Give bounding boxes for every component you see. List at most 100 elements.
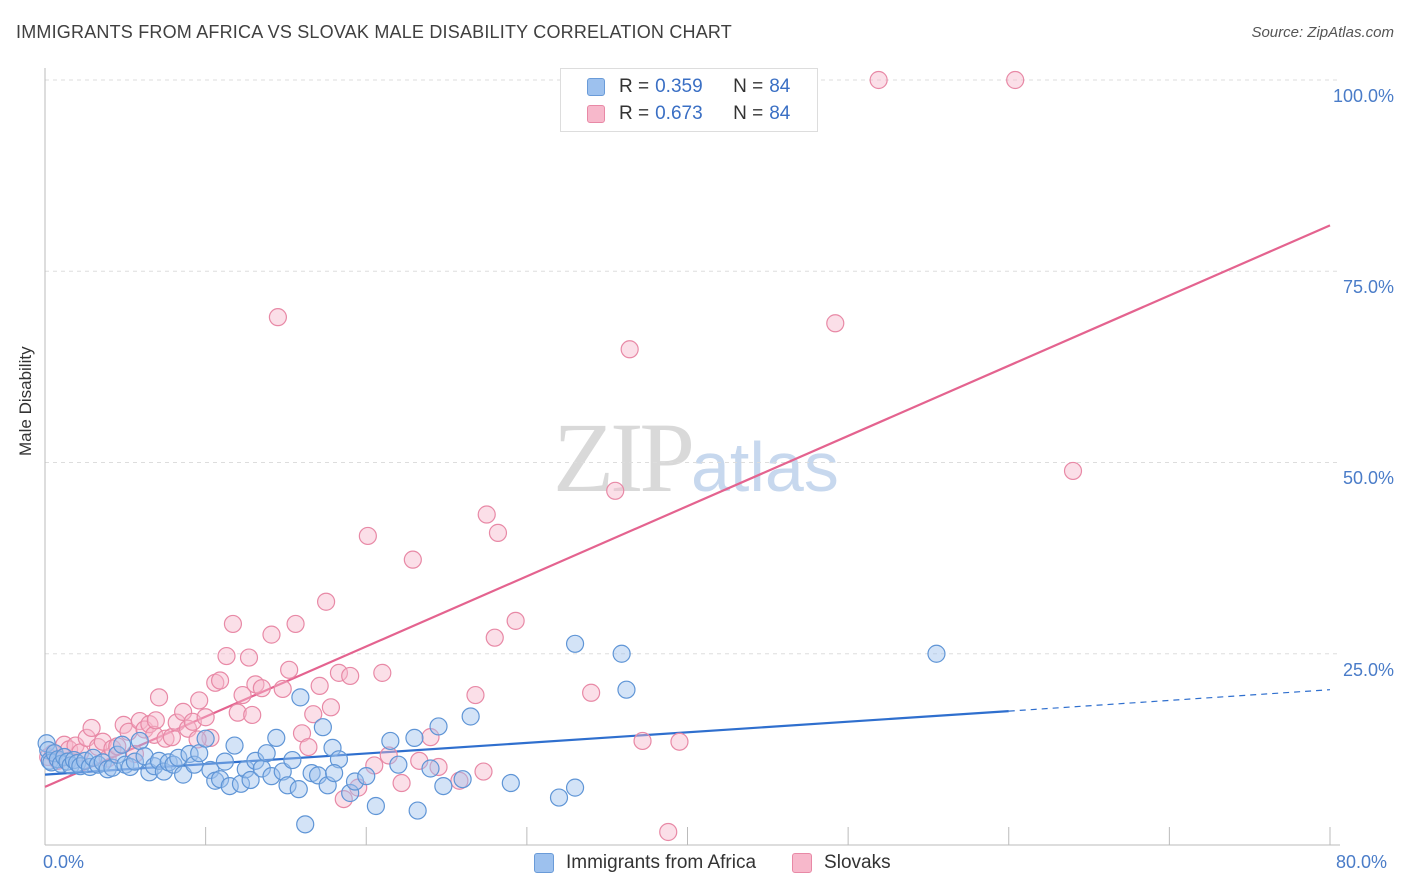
africa-point <box>88 755 108 774</box>
slovaks-point <box>190 691 209 710</box>
slovaks-point <box>826 314 845 333</box>
slovaks-point <box>262 625 281 644</box>
africa-point <box>125 752 145 771</box>
series-swatch-pink <box>792 853 813 873</box>
slovaks-point <box>233 685 252 705</box>
slovaks-point <box>358 526 377 546</box>
series-legend: Immigrants from Africa Slovaks <box>534 852 927 874</box>
africa-point <box>405 728 424 748</box>
slovaks-point <box>606 481 625 500</box>
slovaks-point <box>174 702 193 721</box>
legend-n-value: 84 <box>769 76 791 97</box>
series-legend-label: Slovaks <box>824 852 891 873</box>
legend-swatch-blue <box>587 78 605 96</box>
slovaks-point <box>869 70 888 90</box>
africa-point <box>220 776 239 796</box>
slovaks-point <box>633 731 652 751</box>
slovaks-point <box>582 683 601 702</box>
slovaks-point <box>299 737 318 757</box>
africa-point <box>215 752 234 771</box>
slovaks-point <box>488 523 508 542</box>
x-tick-label: 0.0% <box>43 852 85 872</box>
axes <box>44 68 1340 846</box>
slovaks-point <box>146 711 165 730</box>
africa-point <box>366 796 385 816</box>
slovaks-point <box>162 728 181 747</box>
slovaks-point <box>280 660 299 679</box>
africa-point <box>154 762 173 781</box>
slovaks-trend-line <box>44 224 1331 788</box>
africa-point <box>289 780 308 799</box>
slovaks-point <box>341 666 360 686</box>
slovaks-point <box>659 822 678 842</box>
africa-point <box>501 773 520 793</box>
slovaks-point <box>156 729 175 748</box>
watermark: ZIPatlas <box>553 400 839 515</box>
africa-point <box>180 744 199 764</box>
africa-point <box>565 778 585 797</box>
slovaks-point <box>620 340 639 359</box>
africa-trend-line <box>44 710 1009 776</box>
y-tick-label: 50.0% <box>1342 468 1394 488</box>
africa-point <box>278 776 297 795</box>
gridlines <box>45 79 1340 655</box>
africa-point <box>241 770 260 790</box>
africa-point <box>549 788 569 807</box>
slovaks-point <box>239 648 259 667</box>
slovaks-point <box>379 746 398 765</box>
slovaks-point <box>196 708 215 727</box>
series-legend-africa: Immigrants from Africa <box>534 852 756 874</box>
slovaks-point <box>210 671 230 690</box>
trend-lines <box>44 224 1331 788</box>
slovaks-point <box>223 614 243 634</box>
slovaks-point <box>392 773 411 793</box>
legend-swatch-pink <box>587 105 605 123</box>
slovaks-point <box>485 628 504 647</box>
africa-point <box>308 766 328 785</box>
africa-point <box>345 772 365 791</box>
africa-point <box>71 757 90 776</box>
africa-point <box>434 776 453 796</box>
slovaks-point <box>329 663 349 682</box>
africa-point <box>408 801 427 820</box>
chart-title: IMMIGRANTS FROM AFRICA VS SLOVAK MALE DI… <box>16 22 732 42</box>
africa-point <box>429 717 448 736</box>
africa-point <box>267 728 286 748</box>
slovaks-point <box>103 739 122 758</box>
series-legend-slovaks: Slovaks <box>792 852 891 874</box>
slovaks-point <box>466 685 485 705</box>
slovaks-point <box>403 550 422 569</box>
watermark-zip: ZIP <box>553 402 695 513</box>
slovaks-points <box>39 70 1083 842</box>
slovaks-point <box>321 698 341 717</box>
africa-point <box>159 753 178 772</box>
africa-point <box>461 707 480 726</box>
x-tick-label: 80.0% <box>1336 852 1388 872</box>
source-label: Source: ZipAtlas.com <box>1251 24 1394 41</box>
africa-point <box>381 731 400 751</box>
africa-points <box>37 634 946 834</box>
slovaks-point <box>670 732 689 751</box>
legend-n-value: 84 <box>769 103 791 124</box>
y-tick-label: 100.0% <box>1332 86 1394 106</box>
africa-point <box>291 688 310 707</box>
africa-point <box>323 738 342 757</box>
slovaks-point <box>316 592 336 611</box>
africa-point <box>196 729 215 748</box>
legend-row-slovaks: R = 0.673 N = 84 <box>587 101 790 127</box>
slovaks-point <box>373 663 392 682</box>
legend-r-value: 0.359 <box>655 76 703 97</box>
slovaks-point <box>167 713 186 732</box>
africa-point <box>341 783 360 803</box>
africa-point <box>130 731 149 751</box>
correlation-legend: R = 0.359 N = 84 R = 0.673 N = 84 <box>560 68 818 132</box>
africa-point <box>185 755 204 774</box>
slovaks-point <box>286 614 305 634</box>
slovaks-point <box>304 705 323 724</box>
africa-trend-extension <box>1008 689 1331 712</box>
slovaks-point <box>273 679 292 699</box>
slovaks-point <box>206 673 225 692</box>
slovaks-point <box>477 505 496 524</box>
africa-point <box>225 736 244 755</box>
